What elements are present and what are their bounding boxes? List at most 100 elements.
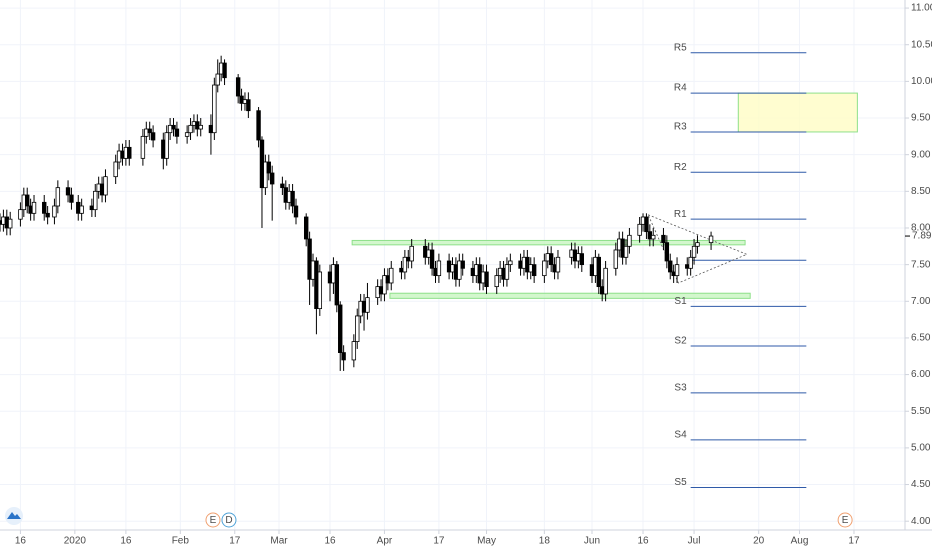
candle-body [174, 128, 180, 137]
candle-body [613, 249, 619, 269]
candle-body [382, 275, 387, 295]
candle-body [65, 187, 71, 196]
candle-body [93, 190, 98, 211]
candle-body [184, 132, 190, 137]
y-tick-label: 5.50 [911, 406, 931, 417]
candle-body [215, 73, 220, 86]
candle-body [409, 245, 414, 262]
candle-body [293, 205, 299, 218]
pivot-label: R4 [674, 83, 687, 94]
pivot-label: S3 [674, 383, 687, 394]
x-tick-label: 17 [848, 536, 860, 547]
y-tick-label: 4.50 [911, 479, 931, 490]
candle-body [113, 161, 118, 178]
candle-body [25, 194, 30, 207]
zone [389, 292, 751, 299]
candle-body [355, 315, 360, 343]
candle-body [531, 264, 537, 277]
candle-body [661, 234, 666, 244]
x-tick-label: May [477, 536, 496, 547]
x-tick-label: Aug [791, 536, 809, 547]
candle-body [508, 260, 513, 266]
logo [5, 507, 23, 525]
candle-body [103, 176, 108, 196]
candle-body [555, 256, 561, 273]
candle-body [664, 242, 670, 262]
candle-body [494, 275, 499, 288]
logo-icon [7, 512, 21, 519]
y-tick-label: 5.00 [911, 443, 931, 454]
pivot-label: S1 [674, 296, 687, 307]
candle-body [8, 218, 13, 229]
candle-body [668, 260, 673, 273]
zone [737, 92, 858, 133]
candle-body [457, 260, 462, 280]
candle-body [504, 264, 510, 280]
candle-body [266, 161, 271, 174]
pivot-label: R3 [674, 122, 687, 133]
candle-body [596, 256, 601, 288]
x-tick-label: 16 [637, 536, 649, 547]
candle-body [389, 267, 394, 284]
pivot-label: S5 [674, 477, 687, 488]
x-tick-label: 16 [15, 536, 27, 547]
y-tick-label: 7.00 [911, 296, 931, 307]
candle-body [52, 205, 57, 218]
candle-body [290, 190, 295, 207]
y-tick-label: 8.00 [911, 223, 931, 234]
x-tick-label: Jun [584, 536, 600, 547]
candle-body [171, 124, 176, 130]
pivot-label: S4 [674, 429, 687, 440]
candle-body [651, 234, 656, 240]
candle-body [69, 194, 74, 203]
y-tick-label: 6.00 [911, 369, 931, 380]
candle-body [688, 256, 693, 269]
pivot-label: R1 [674, 209, 687, 220]
event-marker [837, 512, 853, 528]
candle-body [637, 223, 642, 236]
x-tick-label: 2020 [64, 536, 87, 547]
y-tick-label: 4.00 [911, 516, 931, 527]
candle-body [548, 253, 554, 266]
zone [351, 239, 746, 246]
candle-body [317, 271, 323, 310]
candle-body [338, 304, 343, 354]
candle-body [695, 242, 700, 247]
candle-body [246, 99, 251, 112]
candle-body [235, 77, 241, 97]
candle-body [18, 209, 23, 220]
event-marker [221, 512, 237, 528]
y-tick-label: 9.50 [911, 113, 931, 124]
candle-body [484, 271, 489, 288]
event-label: E [210, 515, 217, 526]
candle-body [304, 216, 309, 240]
candle-body [222, 62, 227, 79]
candle-body [31, 201, 37, 214]
x-tick-label: Feb [172, 536, 190, 547]
candle-body [542, 260, 547, 277]
x-tick-label: Jul [688, 536, 701, 547]
candle-body [45, 212, 50, 218]
candle-body [140, 135, 146, 159]
candle-body [365, 297, 370, 313]
candle-body [147, 128, 152, 134]
pivot-label: R5 [674, 42, 687, 53]
candle-body [164, 132, 169, 159]
candle-body [269, 172, 275, 185]
x-tick-label: 20 [753, 536, 765, 547]
x-tick-label: Apr [377, 536, 393, 547]
x-tick-label: 17 [433, 536, 445, 547]
y-tick-label: 6.50 [911, 333, 931, 344]
candle-body [627, 234, 632, 247]
overlays: R5 R4 R3 R2 R1 S1 S2 S3 S4 S5 [351, 42, 858, 488]
candle-body [55, 187, 61, 207]
candle-body [351, 341, 357, 361]
x-tick-label: 16 [120, 536, 132, 547]
candle-body [429, 249, 435, 269]
candles [0, 55, 714, 371]
candle-body [127, 146, 132, 159]
candle-body [256, 110, 261, 141]
